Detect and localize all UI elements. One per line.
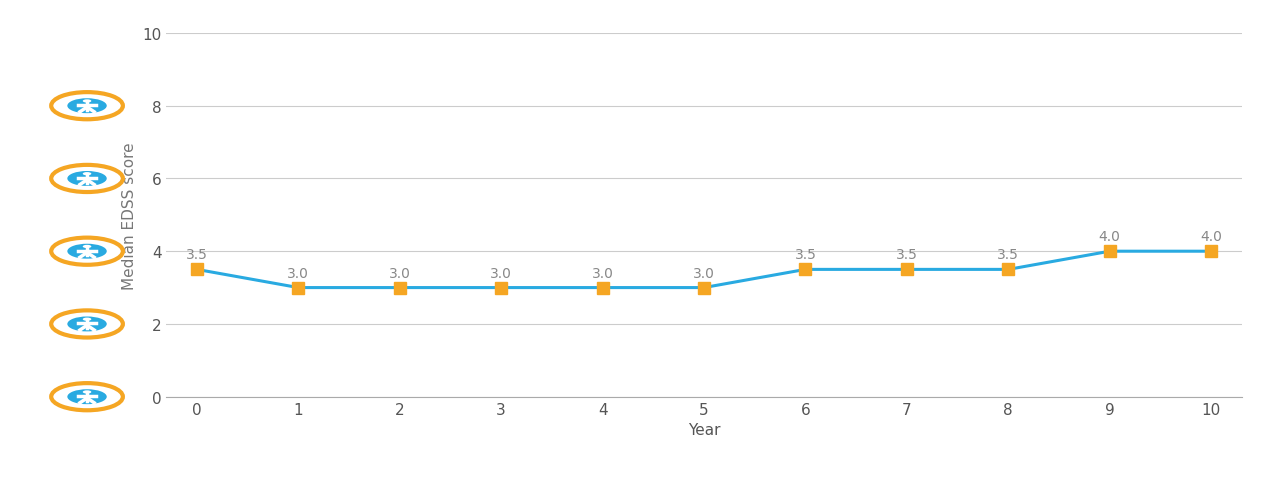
Text: 3.0: 3.0 xyxy=(692,266,716,280)
Text: 3.5: 3.5 xyxy=(795,248,817,262)
Text: 4.0: 4.0 xyxy=(1201,230,1222,244)
Text: 3.5: 3.5 xyxy=(896,248,918,262)
Text: 3.5: 3.5 xyxy=(186,248,207,262)
Text: 3.0: 3.0 xyxy=(591,266,613,280)
Y-axis label: Median EDSS score: Median EDSS score xyxy=(122,142,137,289)
Text: 3.0: 3.0 xyxy=(389,266,411,280)
Text: 3.0: 3.0 xyxy=(287,266,310,280)
Text: 4.0: 4.0 xyxy=(1098,230,1121,244)
X-axis label: Year: Year xyxy=(687,422,721,437)
Text: 3.5: 3.5 xyxy=(997,248,1019,262)
Text: 3.0: 3.0 xyxy=(490,266,512,280)
